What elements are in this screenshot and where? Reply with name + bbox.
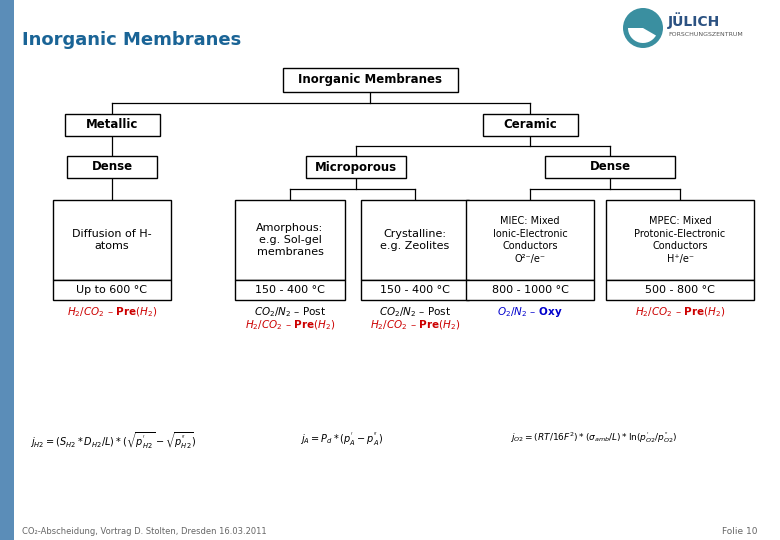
Wedge shape	[636, 20, 651, 28]
Text: 500 - 800 °C: 500 - 800 °C	[645, 285, 715, 295]
Text: Microporous: Microporous	[315, 160, 397, 173]
Circle shape	[623, 8, 663, 48]
Text: $j_{H2} = (S_{H2} * D_{H2}/L) * (\sqrt{p_{H2}^{'}} - \sqrt{p_{H2}^{''}})$: $j_{H2} = (S_{H2} * D_{H2}/L) * (\sqrt{p…	[30, 430, 197, 450]
Text: $j_{O2} = (RT/16F^2) * (\sigma_{amb}/L) * \ln(p_{O2}^{'}/p_{O2}^{''})$: $j_{O2} = (RT/16F^2) * (\sigma_{amb}/L) …	[510, 430, 678, 445]
Bar	[483, 114, 577, 136]
Text: $j_A = P_d * (p_A^{'} - p_A^{''})$: $j_A = P_d * (p_A^{'} - p_A^{''})$	[300, 430, 383, 448]
Bar	[53, 280, 171, 300]
Text: Dense: Dense	[590, 160, 630, 173]
Bar	[361, 200, 469, 280]
Bar	[235, 280, 345, 300]
Bar	[466, 200, 594, 280]
Bar	[53, 200, 171, 280]
Wedge shape	[628, 28, 656, 43]
Text: $H_2/CO_2$ – Pre$(H_2)$: $H_2/CO_2$ – Pre$(H_2)$	[635, 305, 725, 319]
Text: 150 - 400 °C: 150 - 400 °C	[380, 285, 450, 295]
Bar	[606, 200, 754, 280]
Bar	[235, 200, 345, 280]
Bar	[361, 280, 469, 300]
Text: Inorganic Membranes: Inorganic Membranes	[298, 73, 442, 86]
Text: $H_2/CO_2$ – Pre$(H_2)$: $H_2/CO_2$ – Pre$(H_2)$	[67, 305, 158, 319]
Text: $H_2/CO_2$ – Pre$(H_2)$: $H_2/CO_2$ – Pre$(H_2)$	[245, 318, 335, 332]
Text: Folie 10: Folie 10	[722, 528, 758, 537]
Text: $CO_2/N_2$ – Post: $CO_2/N_2$ – Post	[254, 305, 326, 319]
Text: CO₂-Abscheidung, Vortrag D. Stolten, Dresden 16.03.2011: CO₂-Abscheidung, Vortrag D. Stolten, Dre…	[22, 528, 267, 537]
Text: Metallic: Metallic	[86, 118, 138, 132]
Text: 800 - 1000 °C: 800 - 1000 °C	[491, 285, 569, 295]
Text: FORSCHUNGSZENTRUM: FORSCHUNGSZENTRUM	[668, 32, 743, 37]
Bar	[0, 0, 14, 540]
Text: Up to 600 °C: Up to 600 °C	[76, 285, 147, 295]
Text: 150 - 400 °C: 150 - 400 °C	[255, 285, 325, 295]
Bar	[282, 68, 458, 92]
Text: $O_2/N_2$ – Oxy: $O_2/N_2$ – Oxy	[497, 305, 563, 319]
Text: $CO_2/N_2$ – Post: $CO_2/N_2$ – Post	[379, 305, 451, 319]
Text: Amorphous:
e.g. Sol-gel
membranes: Amorphous: e.g. Sol-gel membranes	[257, 222, 324, 258]
Bar	[545, 156, 675, 178]
Bar	[466, 280, 594, 300]
Bar	[606, 280, 754, 300]
FancyBboxPatch shape	[620, 3, 775, 53]
Text: Crystalline:
e.g. Zeolites: Crystalline: e.g. Zeolites	[381, 229, 449, 251]
Text: Inorganic Membranes: Inorganic Membranes	[22, 31, 241, 49]
Text: $H_2/CO_2$ – Pre$(H_2)$: $H_2/CO_2$ – Pre$(H_2)$	[370, 318, 460, 332]
Text: JÜLICH: JÜLICH	[668, 12, 720, 29]
Text: MPEC: Mixed
Protonic-Electronic
Conductors
H⁺/e⁻: MPEC: Mixed Protonic-Electronic Conducto…	[634, 217, 725, 264]
Bar	[65, 114, 159, 136]
Bar	[306, 156, 406, 178]
Bar	[67, 156, 157, 178]
Text: Ceramic: Ceramic	[503, 118, 557, 132]
Text: Dense: Dense	[91, 160, 133, 173]
Text: Diffusion of H-
atoms: Diffusion of H- atoms	[73, 229, 152, 251]
Text: MIEC: Mixed
Ionic-Electronic
Conductors
O²⁻/e⁻: MIEC: Mixed Ionic-Electronic Conductors …	[493, 217, 567, 264]
